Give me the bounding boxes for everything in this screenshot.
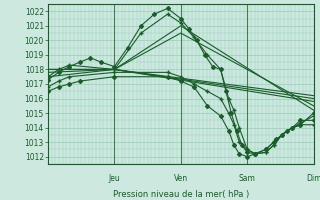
Text: Pression niveau de la mer( hPa ): Pression niveau de la mer( hPa ) xyxy=(113,190,249,199)
Text: Ven: Ven xyxy=(174,174,188,183)
Text: Dim: Dim xyxy=(306,174,320,183)
Text: Jeu: Jeu xyxy=(108,174,120,183)
Text: Sam: Sam xyxy=(239,174,256,183)
